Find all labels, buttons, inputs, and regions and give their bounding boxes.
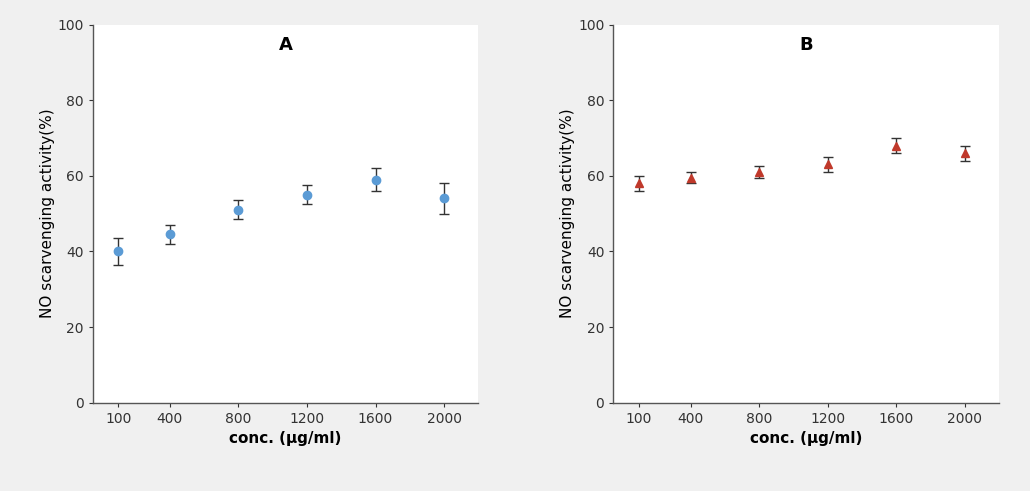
Text: A: A <box>278 36 293 54</box>
Y-axis label: NO scarvenging activity(%): NO scarvenging activity(%) <box>39 109 55 318</box>
X-axis label: conc. (μg/ml): conc. (μg/ml) <box>230 431 342 446</box>
Y-axis label: NO scarvenging activity(%): NO scarvenging activity(%) <box>560 109 575 318</box>
X-axis label: conc. (μg/ml): conc. (μg/ml) <box>750 431 862 446</box>
Text: B: B <box>799 36 813 54</box>
